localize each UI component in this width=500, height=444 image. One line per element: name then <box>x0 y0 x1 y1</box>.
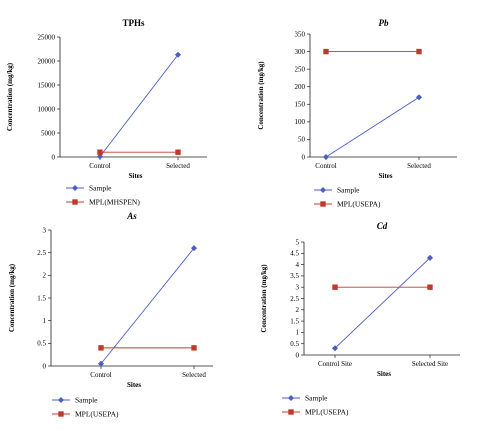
chart-4-y-tick-label: 3.5 <box>290 272 299 280</box>
chart-3-x-axis-label: Sites <box>127 381 141 389</box>
chart-4-y-tick-label: 0 <box>296 351 300 359</box>
chart-3-y-tick-label: 0.5 <box>37 340 46 348</box>
chart-3-y-tick-label: 2 <box>43 272 47 280</box>
chart-2-x-tick-label: Selected <box>407 162 431 170</box>
chart-4-series-1-point <box>331 345 339 352</box>
chart-4-legend-2-label: MPL(USEPA) <box>305 408 349 417</box>
chart-1-legend-1-label: Sample <box>89 184 112 193</box>
chart-1-y-tick-label: 0 <box>52 153 56 161</box>
chart-2-legend-1-swatch-marker <box>319 186 327 194</box>
chart-1-y-tick-label: 20000 <box>38 57 56 65</box>
chart-2-legend-1-label: Sample <box>337 186 360 195</box>
chart-3-legend-1-label: Sample <box>75 396 98 405</box>
chart-2-legend-2-label: MPL(USEPA) <box>337 200 381 209</box>
chart-4-x-tick-label: Selected Site <box>412 360 448 368</box>
chart-2-y-tick-label: 0 <box>302 153 306 161</box>
chart-4-series-2-point <box>332 284 338 290</box>
chart-2-y-tick-label: 150 <box>295 101 306 109</box>
chart-1-x-tick-label: Control <box>89 162 110 170</box>
chart-3-y-tick-label: 0 <box>43 362 47 370</box>
chart-4-y-tick-label: 4 <box>296 261 300 269</box>
chart-2-series-1-point <box>322 153 330 161</box>
chart-3-series-1-point <box>97 360 105 367</box>
chart-3-series-1-line <box>100 247 195 365</box>
chart-4-y-tick-label: 3 <box>296 284 300 292</box>
chart-4-y-tick-label: 1 <box>296 329 300 337</box>
chart-2-y-tick-label: 100 <box>295 118 306 126</box>
chart-3-y-tick-label: 3 <box>43 226 47 234</box>
chart-3-y-tick-label: 2.5 <box>37 249 46 257</box>
chart-1-title: TPHs <box>122 18 145 28</box>
chart-3-title: As <box>126 211 137 221</box>
chart-1-legend-2-swatch-marker <box>72 199 78 205</box>
chart-2-y-tick-label: 50 <box>298 136 306 144</box>
chart-3-x-tick-label: Control <box>90 371 111 379</box>
chart-2-title: Pb <box>379 18 389 28</box>
chart-4-x-axis-label: Sites <box>377 370 391 378</box>
chart-2-series-1-line <box>325 96 420 158</box>
chart-4-x-tick-label: Control Site <box>318 360 352 368</box>
chart-3-y-tick-label: 1.5 <box>37 294 46 302</box>
chart-1-series-1-point <box>96 153 104 160</box>
chart-1-x-tick-label: Selected <box>166 162 190 170</box>
chart-1-y-tick-label: 5000 <box>41 129 56 137</box>
chart-2-y-tick-label: 300 <box>295 48 306 56</box>
chart-4-y-tick-label: 4.5 <box>290 250 299 258</box>
chart-1-y-axis-label: Concentration (mg/kg) <box>6 62 14 131</box>
chart-4-legend-1-swatch-marker <box>287 394 295 402</box>
chart-1-y-tick-label: 15000 <box>38 81 56 89</box>
chart-1-y-tick-label: 10000 <box>38 105 56 113</box>
chart-3-legend-2-label: MPL(USEPA) <box>75 410 119 419</box>
chart-3-legend-2-swatch-marker <box>58 411 64 417</box>
chart-3-series-2-point <box>191 345 197 351</box>
chart-1-series-2-point <box>97 149 103 155</box>
chart-4-y-axis-label: Concentration (mg/kg) <box>260 264 268 333</box>
chart-3-y-axis-label: Concentration (mg/kg) <box>8 263 16 332</box>
chart-2-y-axis-label: Concentration (mg/kg) <box>257 61 265 130</box>
chart-4-y-tick-label: 0.5 <box>290 340 299 348</box>
chart-3-x-tick-label: Selected <box>182 371 206 379</box>
chart-1-legend-1-swatch-marker <box>71 184 79 192</box>
chart-1-series-1-line <box>99 54 179 157</box>
chart-3-series-1-point <box>190 245 198 252</box>
chart-2-legend-2-swatch-marker <box>320 201 326 207</box>
chart-4-title: Cd <box>377 221 388 231</box>
chart-2-series-2-point <box>416 48 422 55</box>
chart-1-legend-2-label: MPL(MHSPEN) <box>89 198 140 207</box>
chart-1-y-tick-label: 25000 <box>38 33 56 41</box>
chart-4-y-tick-label: 1.5 <box>290 317 299 325</box>
chart-4-legend-2-swatch-marker <box>288 409 294 415</box>
chart-2-x-axis-label: Sites <box>379 172 393 180</box>
chart-1-series-2-point <box>175 149 181 155</box>
chart-4-series-1-point <box>426 254 434 261</box>
chart-2-y-tick-label: 250 <box>295 65 306 73</box>
chart-3-legend-1-swatch-marker <box>57 396 65 404</box>
chart-1-x-axis-label: Sites <box>129 172 143 180</box>
chart-4-y-tick-label: 2.5 <box>290 295 299 303</box>
chart-4-y-tick-label: 2 <box>296 306 300 314</box>
chart-2-x-tick-label: Control <box>315 162 336 170</box>
chart-3-y-tick-label: 1 <box>43 317 47 325</box>
chart-2-series-2-point <box>323 48 329 55</box>
chart-4-series-1-line <box>334 257 431 349</box>
chart-4-series-2-point <box>427 284 433 290</box>
chart-4-legend-1-label: Sample <box>305 394 328 403</box>
chart-2-y-tick-label: 200 <box>295 83 306 91</box>
chart-4-y-tick-label: 5 <box>296 238 300 246</box>
chart-2-y-tick-label: 350 <box>295 30 306 38</box>
chart-3-series-2-point <box>98 345 104 351</box>
chart-2-series-1-point <box>415 94 423 101</box>
chart-1-series-1-point <box>174 51 182 58</box>
